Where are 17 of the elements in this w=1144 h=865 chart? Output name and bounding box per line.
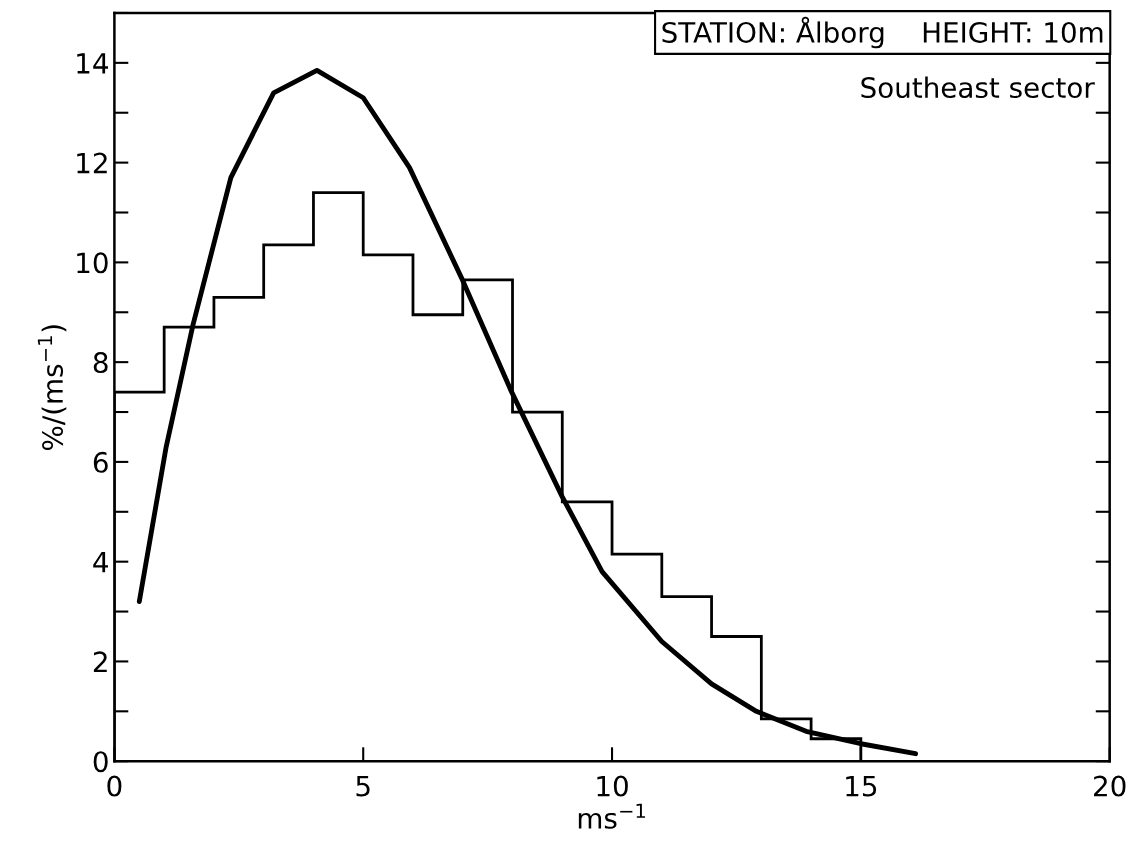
y-tick-label: 6: [93, 451, 108, 473]
annotation: Southeast sector: [861, 76, 1095, 99]
y-tick-label: 0: [93, 751, 108, 773]
annotation: STATION: Ålborg HEIGHT: 10m: [662, 16, 1103, 49]
y-tick-label: 8: [93, 352, 108, 374]
y-tick-label: 10: [77, 252, 108, 274]
x-tick-label: 0: [107, 775, 122, 797]
y-tick-label: 2: [93, 651, 107, 672]
x-axis-title: ms$^{−1}$: [578, 803, 646, 829]
x-tick-label: 20: [1094, 775, 1126, 797]
y-tick-label: 12: [77, 152, 107, 174]
y-tick-label: 14: [77, 53, 108, 74]
x-tick-label: 5: [356, 775, 370, 797]
x-tick-label: 15: [846, 775, 877, 797]
y-tick-label: 4: [93, 551, 108, 573]
x-tick-label: 10: [597, 775, 628, 797]
y-axis-title: %/(ms$^{−1}$): [37, 325, 67, 450]
